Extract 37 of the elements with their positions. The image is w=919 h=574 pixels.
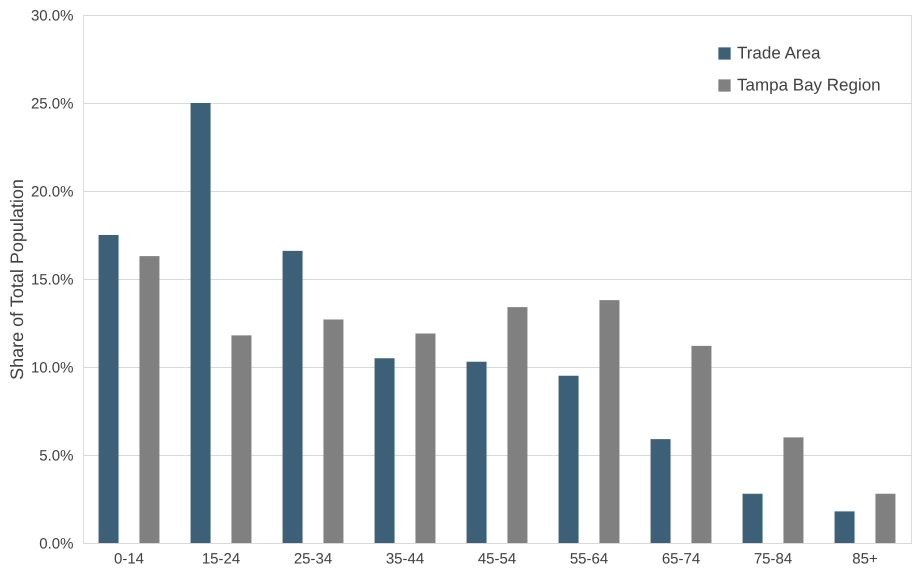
x-tick-label: 55-64 bbox=[570, 550, 608, 568]
bar bbox=[783, 437, 804, 543]
y-tick-label: 0.0% bbox=[39, 536, 74, 552]
bar bbox=[98, 235, 119, 543]
x-tick-label: 45-54 bbox=[478, 550, 516, 568]
bar bbox=[599, 300, 620, 543]
y-tick-label: 5.0% bbox=[39, 448, 74, 464]
bar bbox=[558, 376, 579, 543]
x-tick-label: 25-34 bbox=[294, 550, 332, 568]
legend-label: Trade Area bbox=[737, 44, 822, 62]
bar bbox=[323, 319, 344, 543]
y-tick-label: 20.0% bbox=[30, 184, 74, 200]
bar bbox=[875, 494, 896, 543]
bar bbox=[834, 511, 855, 543]
x-tick-label: 15-24 bbox=[202, 550, 240, 568]
bar bbox=[282, 250, 303, 543]
y-tick-label: 30.0% bbox=[30, 8, 74, 24]
bar bbox=[374, 358, 395, 543]
x-tick-label: 0-14 bbox=[114, 550, 144, 568]
x-tick-label: 35-44 bbox=[386, 550, 424, 568]
bar bbox=[691, 346, 712, 543]
x-tick-label: 75-84 bbox=[754, 550, 792, 568]
bar bbox=[507, 307, 528, 543]
y-tick-label: 15.0% bbox=[30, 272, 74, 288]
bar bbox=[231, 335, 252, 543]
bar bbox=[742, 494, 763, 543]
bar bbox=[466, 362, 487, 543]
bar bbox=[190, 103, 211, 543]
bar bbox=[650, 439, 671, 543]
bar bbox=[415, 334, 436, 543]
x-tick-label: 65-74 bbox=[662, 550, 700, 568]
y-tick-label: 10.0% bbox=[30, 360, 74, 376]
y-axis-title: Share of Total Population bbox=[6, 179, 27, 380]
x-tick-label: 85+ bbox=[852, 550, 878, 568]
bar bbox=[139, 256, 160, 543]
legend-label: Tampa Bay Region bbox=[737, 76, 881, 94]
y-tick-label: 25.0% bbox=[30, 96, 74, 112]
